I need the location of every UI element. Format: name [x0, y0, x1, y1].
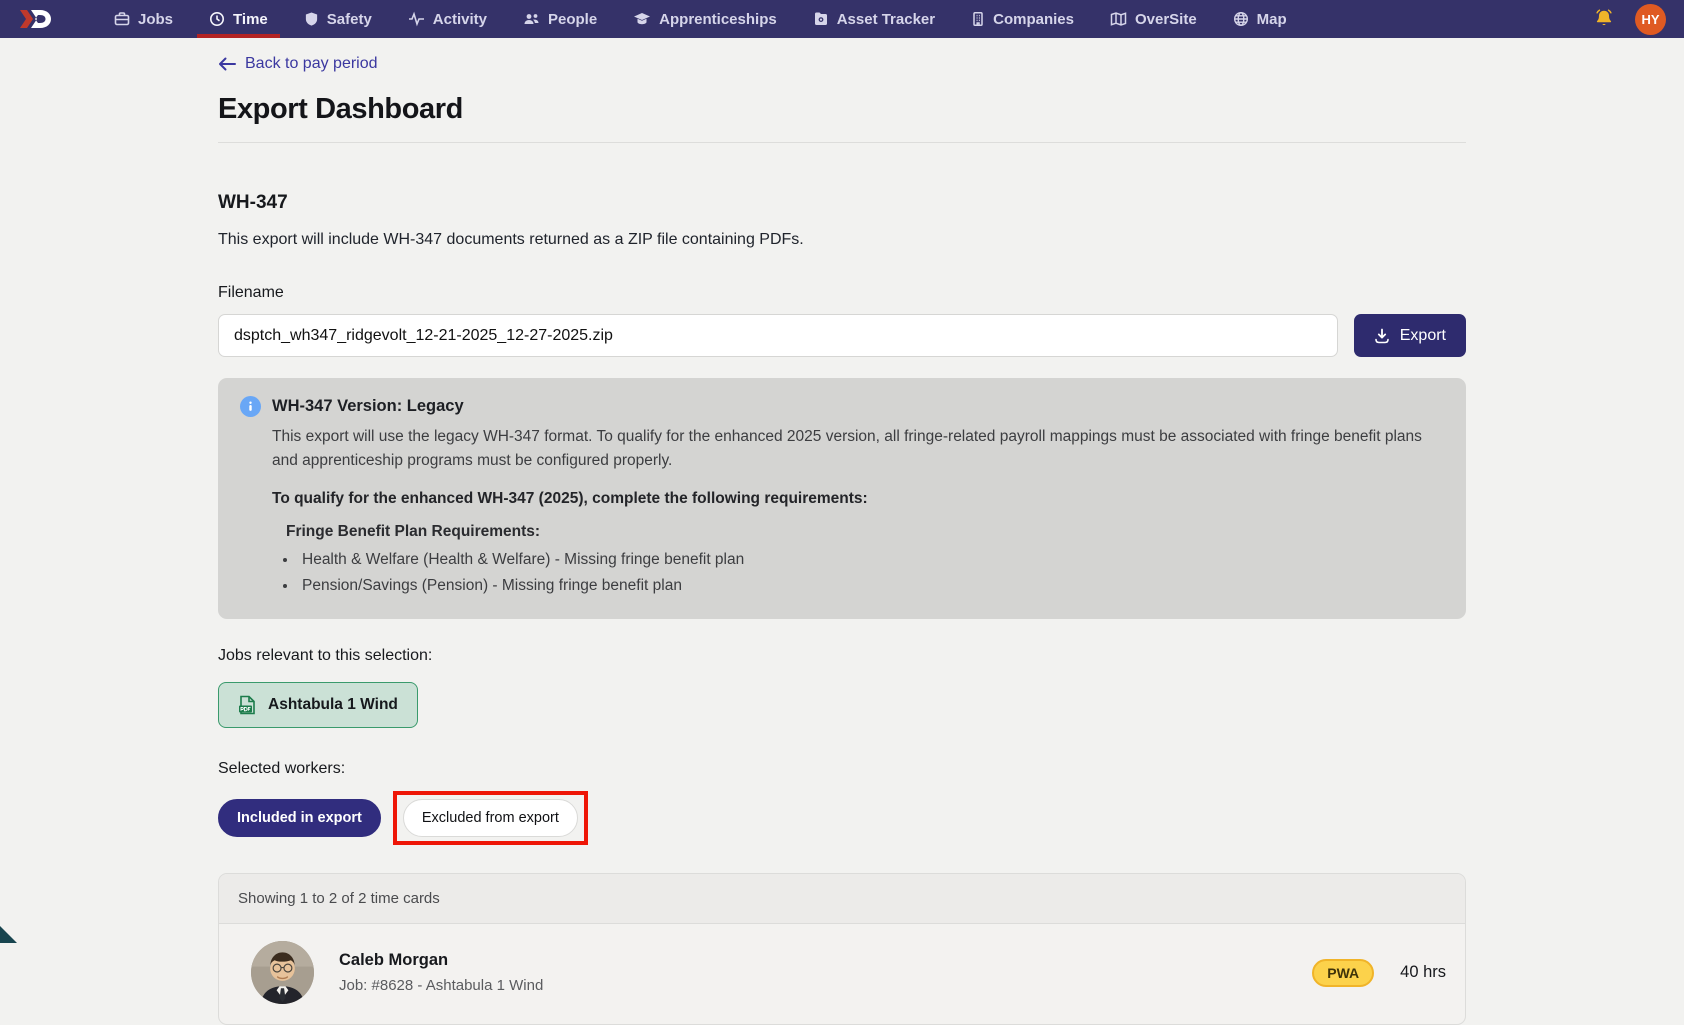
- nav-item-asset-tracker[interactable]: Asset Tracker: [811, 0, 937, 38]
- worker-info: Caleb Morgan Job: #8628 - Ashtabula 1 Wi…: [339, 951, 543, 994]
- nav-item-apprenticeships[interactable]: Apprenticeships: [631, 0, 779, 38]
- pdf-file-icon: [239, 695, 255, 715]
- requirements-list: Health & Welfare (Health & Welfare) - Mi…: [298, 551, 1444, 595]
- filename-input[interactable]: [218, 314, 1338, 357]
- export-button-label: Export: [1399, 326, 1446, 344]
- notice-qualify-heading: To qualify for the enhanced WH-347 (2025…: [272, 490, 868, 508]
- back-link-label: Back to pay period: [245, 55, 378, 72]
- nav-item-label: Companies: [993, 10, 1074, 28]
- filename-row: Export: [218, 314, 1466, 357]
- worker-name: Caleb Morgan: [339, 951, 449, 970]
- building-icon: [973, 12, 983, 26]
- nav-item-companies[interactable]: Companies: [969, 0, 1076, 38]
- jobs-relevant-label: Jobs relevant to this selection:: [218, 647, 433, 665]
- logo-icon: [20, 10, 51, 28]
- navbar-right: HY: [1593, 0, 1666, 38]
- job-chip-label: Ashtabula 1 Wind: [268, 696, 398, 714]
- nav-item-label: Map: [1256, 10, 1287, 28]
- corner-widget-triangle[interactable]: [0, 926, 17, 943]
- worker-hours: 40 hrs: [1400, 963, 1446, 982]
- graduation-cap-icon: [634, 13, 651, 25]
- nav-item-people[interactable]: People: [521, 0, 599, 38]
- wh347-section-description: This export will include WH-347 document…: [218, 231, 804, 248]
- selected-workers-label: Selected workers:: [218, 760, 346, 778]
- job-chip-ashtabula[interactable]: Ashtabula 1 Wind: [218, 682, 418, 729]
- map-book-icon: [1110, 12, 1127, 26]
- nav-item-label: Activity: [432, 10, 487, 28]
- pwa-badge: PWA: [1312, 958, 1375, 987]
- wh347-section-heading: WH-347: [218, 192, 288, 213]
- asset-box-icon: [814, 12, 827, 25]
- download-icon: [1374, 328, 1389, 343]
- row-right: PWA 40 hrs: [1312, 958, 1446, 987]
- notice-body: This export will use the legacy WH-347 f…: [272, 428, 1422, 470]
- nav-item-activity[interactable]: Activity: [406, 0, 489, 38]
- bell-icon: [1596, 9, 1612, 26]
- nav-item-safety[interactable]: Safety: [302, 0, 374, 38]
- main-content: Back to pay period Export Dashboard WH-3…: [218, 38, 1466, 1025]
- briefcase-icon: [114, 12, 130, 26]
- notice-title-row: WH-347 Version: Legacy: [240, 396, 1444, 417]
- back-to-pay-period-link[interactable]: Back to pay period: [218, 55, 378, 73]
- nav-item-jobs[interactable]: Jobs: [112, 0, 175, 38]
- nav-item-label: People: [547, 10, 598, 28]
- nav-item-label: Safety: [326, 10, 372, 28]
- notifications-bell-icon[interactable]: [1593, 8, 1615, 30]
- title-divider: [218, 142, 1466, 143]
- nav-item-oversite[interactable]: OverSite: [1108, 0, 1199, 38]
- timecard-row[interactable]: Caleb Morgan Job: #8628 - Ashtabula 1 Wi…: [219, 924, 1465, 1024]
- timecards-summary: Showing 1 to 2 of 2 time cards: [219, 874, 1465, 925]
- tab-included-in-export[interactable]: Included in export: [218, 799, 381, 838]
- nav-item-time[interactable]: Time: [197, 0, 280, 38]
- requirement-item: Pension/Savings (Pension) - Missing frin…: [298, 577, 1444, 595]
- activity-icon: [408, 11, 424, 27]
- filename-label: Filename: [218, 284, 284, 301]
- requirement-item: Health & Welfare (Health & Welfare) - Mi…: [298, 551, 1444, 569]
- annotation-highlight-box: Excluded from export: [392, 791, 588, 846]
- globe-icon: [1233, 11, 1248, 27]
- top-navbar: Jobs Time Safety Activity People Apprent…: [0, 0, 1684, 38]
- nav-item-map[interactable]: Map: [1231, 0, 1289, 38]
- primary-nav: Jobs Time Safety Activity People Apprent…: [96, 0, 1305, 38]
- nav-item-label: Apprenticeships: [659, 10, 777, 28]
- notice-fringe-heading: Fringe Benefit Plan Requirements:: [286, 523, 541, 541]
- arrow-left-icon: [219, 57, 236, 71]
- worker-job: Job: #8628 - Ashtabula 1 Wind: [339, 977, 544, 995]
- user-avatar[interactable]: HY: [1635, 3, 1666, 35]
- worker-filter-tabs: Included in export Excluded from export: [218, 791, 1466, 846]
- page-title: Export Dashboard: [218, 93, 463, 125]
- notice-title: WH-347 Version: Legacy: [272, 397, 464, 415]
- nav-item-label: Asset Tracker: [836, 10, 936, 28]
- worker-photo: [251, 941, 314, 1005]
- shield-icon: [305, 12, 317, 26]
- tab-excluded-from-export[interactable]: Excluded from export: [402, 799, 578, 838]
- nav-item-label: OverSite: [1134, 10, 1197, 28]
- people-icon: [524, 14, 539, 24]
- info-glyph: [249, 401, 252, 411]
- info-icon: [240, 396, 261, 417]
- worker-avatar: [251, 941, 314, 1005]
- timecards-table: Showing 1 to 2 of 2 time cards: [218, 873, 1466, 1025]
- clock-icon: [210, 12, 225, 26]
- app-logo[interactable]: [10, 0, 66, 38]
- nav-item-label: Jobs: [138, 10, 174, 28]
- nav-item-label: Time: [233, 10, 268, 28]
- export-button[interactable]: Export: [1353, 314, 1466, 357]
- legacy-version-notice: WH-347 Version: Legacy This export will …: [218, 378, 1466, 620]
